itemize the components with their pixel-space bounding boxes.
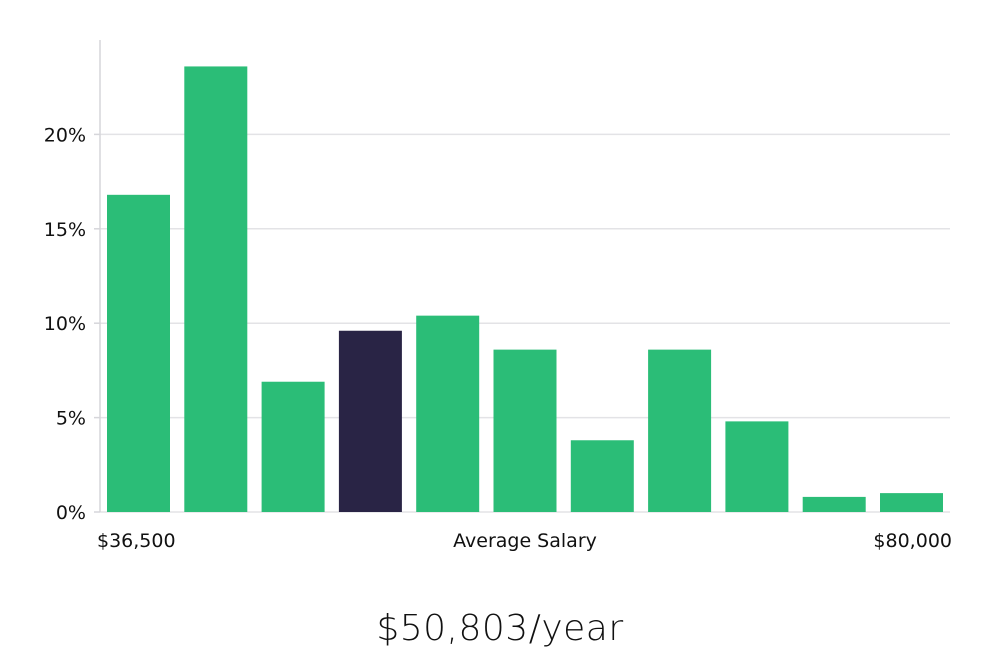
salary-histogram: 0% 5% 10% 15% 20% $36,500 Average Salary $80… <box>44 40 952 552</box>
y-axis-ticks: 0% 5% 10% 15% 20% <box>44 124 100 524</box>
bar <box>493 349 557 512</box>
bars <box>107 66 943 513</box>
bar <box>725 421 789 512</box>
y-tick-label: 5% <box>56 408 86 430</box>
y-tick-label: 20% <box>44 124 86 146</box>
bar <box>648 349 712 512</box>
y-tick-label: 0% <box>56 502 86 524</box>
average-salary-value: $50,803/year <box>376 608 624 649</box>
bar <box>570 440 634 512</box>
bar <box>802 496 866 512</box>
x-min-label: $36,500 <box>97 530 176 552</box>
bar <box>880 493 943 512</box>
bar-highlighted <box>338 330 402 512</box>
bar <box>261 381 325 512</box>
bar <box>416 315 480 512</box>
bar <box>107 194 170 513</box>
x-max-label: $80,000 <box>873 530 952 552</box>
y-tick-label: 10% <box>44 313 86 335</box>
y-tick-label: 15% <box>44 219 86 241</box>
bar <box>184 66 248 512</box>
x-axis-title: Average Salary <box>453 530 597 552</box>
